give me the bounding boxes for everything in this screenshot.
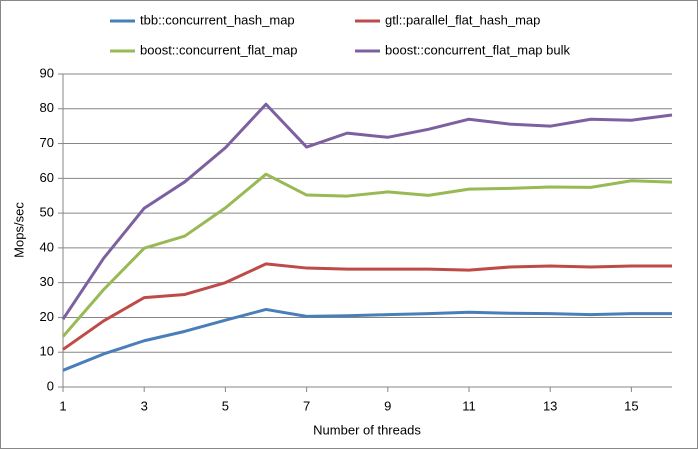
y-axis-label: Mops/sec xyxy=(11,202,26,258)
x-tick-label: 3 xyxy=(141,398,148,413)
series-line xyxy=(61,172,673,338)
y-tick-label: 20 xyxy=(40,309,54,324)
x-tick-label: 15 xyxy=(624,398,638,413)
legend-label: boost::concurrent_flat_map xyxy=(140,42,298,57)
x-tick-label: 7 xyxy=(303,398,310,413)
x-tick-label: 5 xyxy=(222,398,229,413)
y-tick-label: 0 xyxy=(47,378,54,393)
legend-label: tbb::concurrent_hash_map xyxy=(140,12,295,27)
series-line xyxy=(62,307,672,372)
y-tick-label: 30 xyxy=(40,274,54,289)
y-tick-label: 50 xyxy=(40,205,54,220)
y-tick-label: 40 xyxy=(40,239,54,254)
y-tick-label: 90 xyxy=(40,65,54,80)
y-tick-label: 80 xyxy=(40,100,54,115)
legend-label: boost::concurrent_flat_map bulk xyxy=(385,42,570,57)
y-tick-label: 10 xyxy=(40,344,54,359)
x-axis-label: Number of threads xyxy=(313,422,421,437)
legend-label: gtl::parallel_flat_hash_map xyxy=(385,12,540,27)
y-tick-label: 60 xyxy=(40,170,54,185)
x-tick-label: 13 xyxy=(543,398,557,413)
x-tick-label: 1 xyxy=(59,398,66,413)
x-tick-label: 11 xyxy=(462,398,476,413)
x-tick-label: 9 xyxy=(384,398,391,413)
series-line xyxy=(62,262,672,351)
y-tick-label: 70 xyxy=(40,135,54,150)
series-line xyxy=(61,102,673,321)
